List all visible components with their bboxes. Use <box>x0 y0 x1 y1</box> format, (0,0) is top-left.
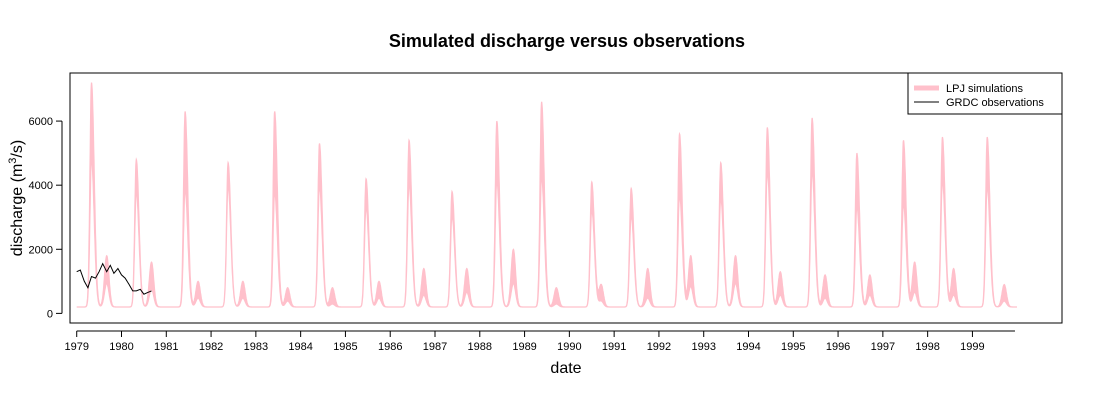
x-tick-label-1979: 1979 <box>64 341 88 353</box>
chart-title: Simulated discharge versus observations <box>389 31 745 51</box>
x-tick-label-1998: 1998 <box>915 341 939 353</box>
simulations-band <box>76 82 1017 308</box>
x-tick-label-1992: 1992 <box>647 341 671 353</box>
x-tick-label-1996: 1996 <box>826 341 850 353</box>
x-tick-label-1994: 1994 <box>736 341 760 353</box>
y-tick-label-4000: 4000 <box>29 180 53 192</box>
x-tick-label-1999: 1999 <box>960 341 984 353</box>
y-axis: 0 2000 4000 6000 <box>29 116 63 320</box>
x-tick-label-1985: 1985 <box>333 341 357 353</box>
x-tick-label-1986: 1986 <box>378 341 402 353</box>
y-axis-label-suffix: /s) <box>9 140 26 158</box>
x-tick-label-1988: 1988 <box>468 341 492 353</box>
x-tick-label-1993: 1993 <box>691 341 715 353</box>
observations-line-group <box>76 262 152 295</box>
x-tick-label-1981: 1981 <box>154 341 178 353</box>
x-tick-label-1984: 1984 <box>288 341 312 353</box>
y-tick-label-0: 0 <box>47 308 53 320</box>
legend-label-observations: GRDC observations <box>946 97 1044 109</box>
x-tick-label-1989: 1989 <box>512 341 536 353</box>
x-tick-label-1983: 1983 <box>244 341 268 353</box>
x-tick-label-1995: 1995 <box>781 341 805 353</box>
y-axis-label: discharge (m3/s) <box>7 140 26 256</box>
legend-box <box>907 72 1063 115</box>
y-axis-label-prefix: discharge (m <box>9 164 26 256</box>
plot-frame <box>69 72 1063 324</box>
x-axis-label: date <box>550 360 581 377</box>
y-tick-label-6000: 6000 <box>29 116 53 128</box>
y-tick-label-2000: 2000 <box>29 244 53 256</box>
simulations-band-group <box>76 82 1017 308</box>
legend-label-simulations: LPJ simulations <box>946 83 1024 95</box>
observations-line <box>76 262 152 295</box>
x-tick-label-1982: 1982 <box>199 341 223 353</box>
x-tick-label-1997: 1997 <box>871 341 895 353</box>
y-axis-label-superscript: 3 <box>7 158 19 164</box>
x-tick-label-1991: 1991 <box>602 341 626 353</box>
legend: LPJ simulations GRDC observations <box>907 72 1063 115</box>
x-tick-label-1987: 1987 <box>423 341 447 353</box>
x-axis: 1979 1980 1981 1982 1983 1984 1985 1986 1987 1988… <box>64 330 1015 353</box>
x-tick-label-1990: 1990 <box>557 341 581 353</box>
x-tick-label-1980: 1980 <box>109 341 133 353</box>
